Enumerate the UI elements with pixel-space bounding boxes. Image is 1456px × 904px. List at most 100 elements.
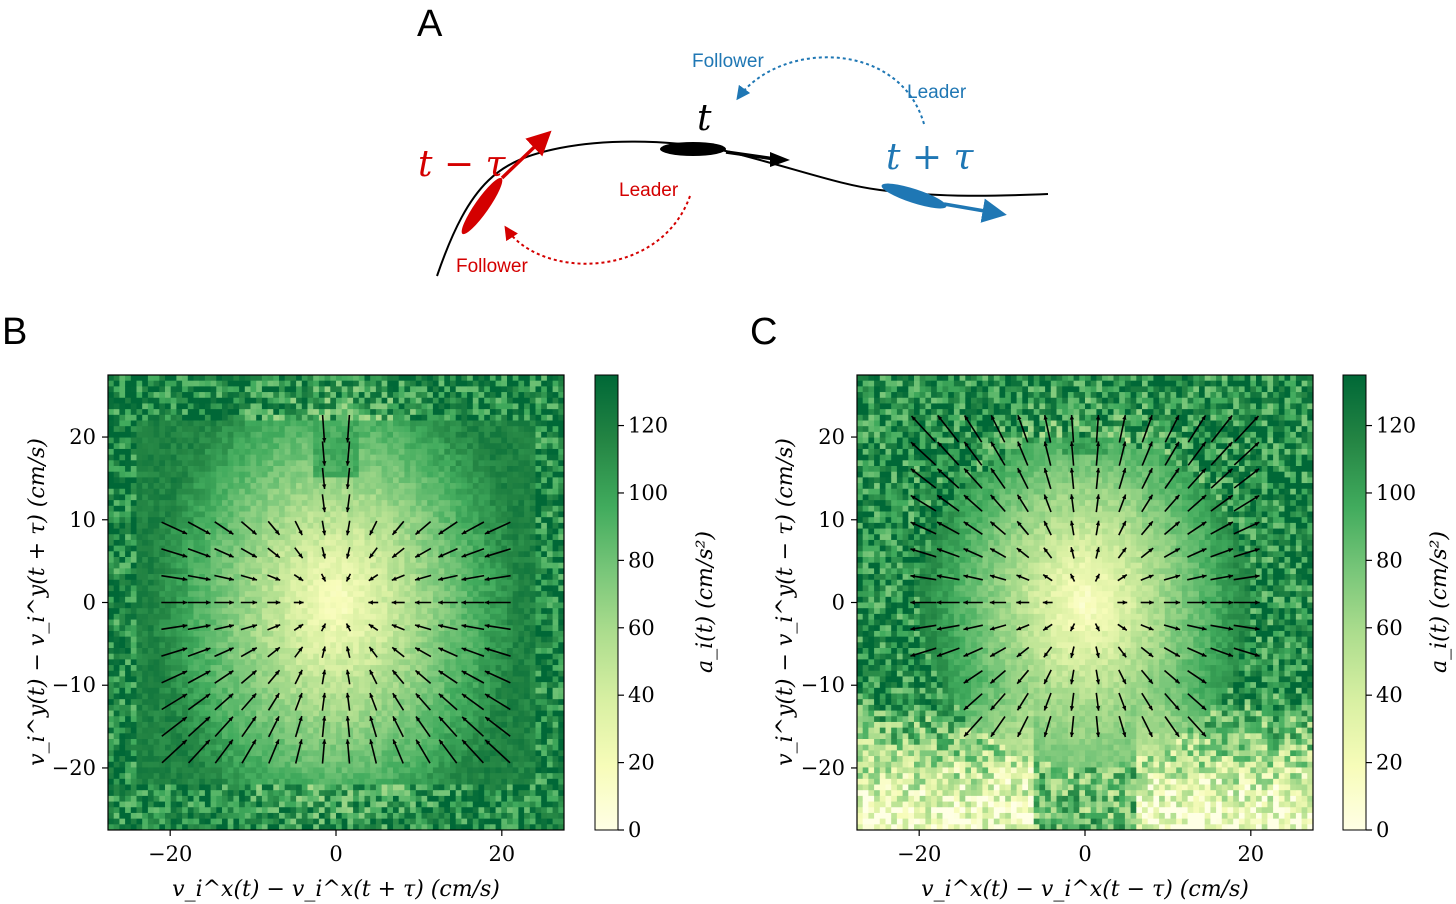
heatmap-cell bbox=[347, 431, 354, 438]
heatmap-cell bbox=[222, 579, 229, 586]
heatmap-cell bbox=[204, 773, 211, 780]
heatmap-cell bbox=[410, 562, 417, 569]
heatmap-cell bbox=[239, 494, 246, 501]
heatmap-cell bbox=[182, 625, 189, 632]
heatmap-cell bbox=[222, 562, 229, 569]
heatmap-cell bbox=[261, 704, 268, 711]
heatmap-cell bbox=[153, 824, 160, 831]
heatmap-cell bbox=[267, 812, 274, 820]
heatmap-cell bbox=[387, 562, 394, 569]
heatmap-cell bbox=[318, 517, 325, 524]
heatmap-cell bbox=[398, 608, 405, 615]
heatmap-cell bbox=[233, 670, 240, 677]
heatmap-cell bbox=[239, 511, 246, 518]
heatmap-cell bbox=[375, 426, 382, 433]
heatmap-cell bbox=[153, 392, 160, 399]
heatmap-cell bbox=[336, 750, 343, 757]
heatmap-cell bbox=[421, 756, 428, 763]
heatmap-cell bbox=[273, 397, 280, 404]
heatmap-cell bbox=[239, 608, 246, 615]
heatmap-cell bbox=[455, 727, 462, 734]
heatmap-cell bbox=[182, 534, 189, 541]
heatmap-cell bbox=[256, 812, 263, 820]
heatmap-cell bbox=[113, 539, 120, 547]
heatmap-cell bbox=[301, 511, 308, 518]
heatmap-cell bbox=[290, 670, 297, 677]
heatmap-cell bbox=[250, 386, 257, 393]
heatmap-cell bbox=[375, 790, 382, 797]
heatmap-cell bbox=[267, 545, 274, 552]
heatmap-cell bbox=[318, 551, 325, 558]
heatmap-cell bbox=[358, 420, 365, 427]
heatmap-cell bbox=[147, 579, 154, 586]
heatmap-cell bbox=[176, 750, 183, 757]
heatmap-cell bbox=[199, 528, 206, 535]
heatmap-cell bbox=[187, 488, 194, 495]
heatmap-cell bbox=[438, 790, 445, 797]
heatmap-cell bbox=[193, 414, 200, 421]
heatmap-cell bbox=[199, 818, 206, 825]
heatmap-cell bbox=[427, 608, 434, 615]
heatmap-cell bbox=[210, 739, 217, 746]
heatmap-cell bbox=[393, 767, 400, 774]
heatmap-cell bbox=[444, 397, 451, 404]
heatmap-cell bbox=[410, 448, 417, 456]
heatmap-cell bbox=[410, 682, 417, 689]
heatmap-cell bbox=[336, 409, 343, 416]
heatmap-cell bbox=[370, 682, 377, 689]
heatmap-cell bbox=[125, 483, 132, 490]
heatmap-cell bbox=[461, 392, 468, 399]
heatmap-cell bbox=[204, 704, 211, 711]
heatmap-cell bbox=[176, 801, 183, 808]
heatmap-cell bbox=[130, 454, 137, 461]
heatmap-cell bbox=[130, 613, 137, 620]
heatmap-cell bbox=[450, 522, 457, 529]
heatmap-cell bbox=[113, 517, 120, 524]
heatmap-cell bbox=[216, 414, 223, 421]
heatmap-cell bbox=[341, 505, 348, 512]
heatmap-cell bbox=[136, 727, 143, 734]
heatmap-cell bbox=[381, 818, 388, 825]
heatmap-cell bbox=[279, 642, 286, 649]
heatmap-cell bbox=[216, 437, 223, 444]
heatmap-cell bbox=[318, 511, 325, 518]
heatmap-cell bbox=[142, 608, 149, 615]
heatmap-cell bbox=[187, 568, 194, 575]
heatmap-cell bbox=[450, 824, 457, 831]
heatmap-cell bbox=[250, 721, 257, 729]
heatmap-cell bbox=[256, 386, 263, 393]
heatmap-cell bbox=[176, 448, 183, 456]
heatmap-cell bbox=[444, 380, 451, 387]
heatmap-cell bbox=[330, 534, 337, 541]
heatmap-cell bbox=[415, 778, 422, 785]
heatmap-cell bbox=[136, 596, 143, 603]
heatmap-cell bbox=[427, 630, 434, 638]
heatmap-cell bbox=[176, 392, 183, 399]
heatmap-cell bbox=[347, 721, 354, 729]
heatmap-cell bbox=[444, 483, 451, 490]
heatmap-cell bbox=[130, 693, 137, 700]
heatmap-cell bbox=[313, 380, 320, 387]
heatmap-cell bbox=[336, 392, 343, 399]
heatmap-cell bbox=[130, 704, 137, 711]
heatmap-cell bbox=[142, 431, 149, 438]
heatmap-cell bbox=[233, 448, 240, 456]
heatmap-cell bbox=[147, 539, 154, 547]
heatmap-cell bbox=[108, 818, 115, 825]
heatmap-cell bbox=[204, 466, 211, 473]
heatmap-cell bbox=[324, 494, 331, 501]
heatmap-cell bbox=[187, 579, 194, 586]
heatmap-cell bbox=[119, 716, 126, 723]
heatmap-cell bbox=[165, 557, 172, 564]
heatmap-cell bbox=[113, 676, 120, 683]
heatmap-cell bbox=[358, 488, 365, 495]
heatmap-cell bbox=[381, 574, 388, 581]
heatmap-cell bbox=[347, 818, 354, 825]
heatmap-cell bbox=[119, 653, 126, 660]
heatmap-cell bbox=[199, 756, 206, 763]
heatmap-cell bbox=[279, 619, 286, 626]
heatmap-cell bbox=[353, 431, 360, 438]
heatmap-cell bbox=[393, 386, 400, 393]
heatmap-cell bbox=[336, 739, 343, 746]
heatmap-cell bbox=[387, 596, 394, 603]
